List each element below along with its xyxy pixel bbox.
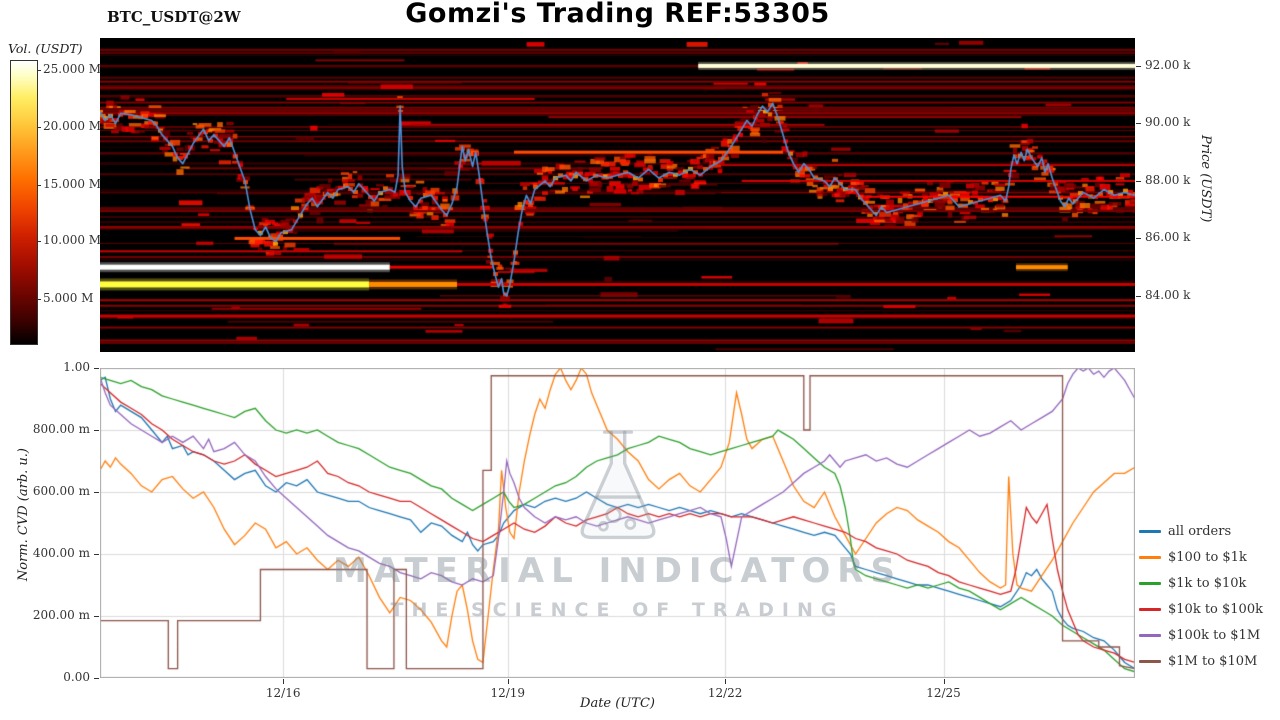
legend-item: $10k to $100k	[1139, 596, 1263, 622]
legend-label: $10k to $100k	[1168, 601, 1263, 617]
cvd-y-tick-mark	[94, 678, 99, 679]
colorbar-tick-label: 15.000 M	[43, 176, 102, 191]
price-tick-mark	[1136, 65, 1141, 67]
colorbar-label: Vol. (USDT)	[8, 41, 83, 56]
price-tick-mark	[1136, 180, 1141, 182]
legend-swatch	[1139, 607, 1161, 611]
colorbar-tick-label: 5.000 M	[43, 290, 94, 305]
price-tick-label: 90.00 k	[1145, 115, 1191, 130]
price-tick-mark	[1136, 295, 1141, 297]
legend-label: $1k to $10k	[1168, 575, 1247, 591]
legend-swatch	[1139, 529, 1161, 533]
price-tick-label: 86.00 k	[1145, 230, 1191, 245]
legend-item: $1M to $10M	[1139, 648, 1263, 674]
legend-item: $1k to $10k	[1139, 570, 1263, 596]
price-tick-mark	[1136, 238, 1141, 240]
cvd-x-tick-mark	[507, 679, 509, 684]
cvd-y-tick-mark	[94, 492, 99, 493]
cvd-x-tick-mark	[943, 679, 945, 684]
cvd-x-axis-label: Date (UTC)	[580, 696, 655, 711]
colorbar-tick-label: 20.000 M	[43, 119, 102, 134]
price-tick-label: 84.00 k	[1145, 287, 1191, 302]
cvd-y-tick-mark	[94, 616, 99, 617]
legend-item: all orders	[1139, 518, 1263, 544]
price-tick-label: 88.00 k	[1145, 172, 1191, 187]
cvd-y-tick-label: 0.00	[63, 670, 90, 684]
legend-swatch	[1139, 633, 1161, 637]
cvd-y-axis-label: Norm. CVD (arb. u.)	[16, 448, 31, 582]
cvd-chart-canvas	[100, 368, 1135, 678]
legend-item: $100 to $1k	[1139, 544, 1263, 570]
cvd-y-tick-mark	[94, 554, 99, 555]
page-title: Gomzi's Trading REF:53305	[405, 0, 830, 29]
legend-swatch	[1139, 659, 1161, 663]
colorbar-tick-label: 25.000 M	[43, 61, 102, 76]
cvd-x-tick-mark	[725, 679, 727, 684]
legend-label: $1M to $10M	[1168, 653, 1258, 669]
cvd-y-tick-label: 1.00	[63, 360, 90, 374]
cvd-x-tick-mark	[283, 679, 285, 684]
legend-label: $100k to $1M	[1168, 627, 1261, 643]
price-tick-mark	[1136, 123, 1141, 125]
legend-label: all orders	[1168, 523, 1232, 539]
legend-swatch	[1139, 555, 1161, 559]
liquidity-heatmap-canvas	[100, 38, 1135, 352]
price-axis-label: Price (USDT)	[1198, 135, 1213, 223]
symbol-label: BTC_USDT@2W	[107, 8, 241, 26]
cvd-y-tick-label: 200.00 m	[32, 608, 90, 622]
volume-colorbar	[10, 60, 38, 345]
legend-label: $100 to $1k	[1168, 549, 1247, 565]
price-tick-label: 92.00 k	[1145, 57, 1191, 72]
legend-item: $100k to $1M	[1139, 622, 1263, 648]
legend: all orders $100 to $1k $1k to $10k $10k to …	[1139, 518, 1263, 674]
cvd-y-tick-mark	[94, 368, 99, 369]
colorbar-tick-label: 10.000 M	[43, 233, 102, 248]
cvd-y-tick-mark	[94, 430, 99, 431]
legend-swatch	[1139, 581, 1161, 585]
cvd-y-tick-label: 800.00 m	[32, 422, 90, 436]
